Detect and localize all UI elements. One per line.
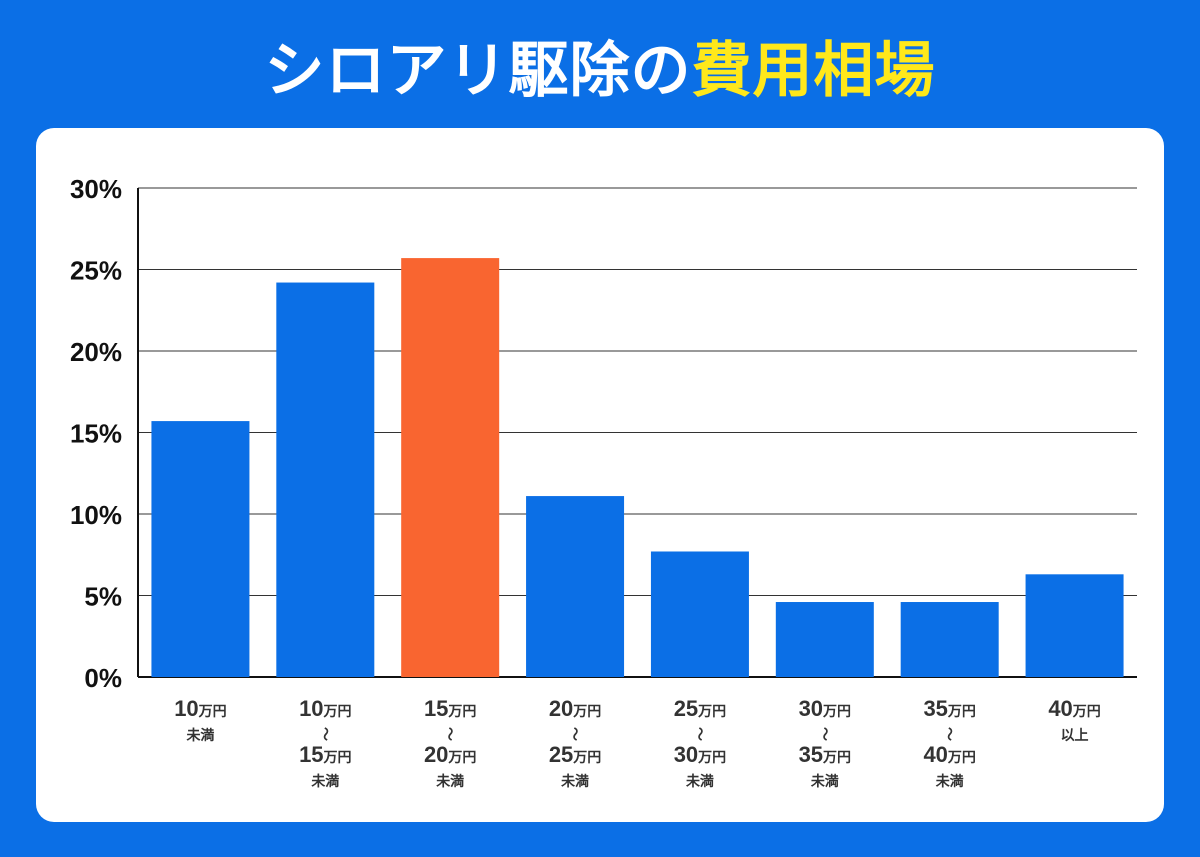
- x-tick-label: 15万円: [299, 742, 351, 767]
- bar: [650, 551, 749, 677]
- x-tick-label: 〜: [817, 727, 833, 741]
- x-tick-label: 〜: [692, 727, 708, 741]
- x-tick-label: 40万円: [923, 742, 975, 767]
- x-tick-label: 25万円: [549, 742, 601, 767]
- x-tick-label: 〜: [317, 727, 333, 741]
- x-tick-label: 10万円: [174, 696, 226, 721]
- bar: [526, 496, 625, 677]
- bar: [900, 602, 999, 677]
- x-tick-label: 未満: [936, 773, 964, 789]
- y-tick-label: 0%: [84, 663, 122, 693]
- x-tick-label: 〜: [442, 727, 458, 741]
- x-tick-label: 30万円: [799, 696, 851, 721]
- x-tick-label: 〜: [942, 727, 958, 741]
- x-tick-label: 20万円: [424, 742, 476, 767]
- title-main: シロアリ駆除の: [264, 36, 692, 106]
- x-tick-label: 未満: [811, 773, 839, 789]
- y-tick-label: 25%: [70, 256, 122, 286]
- y-tick-label: 10%: [70, 500, 122, 530]
- x-tick-label: 10万円: [299, 696, 351, 721]
- x-tick-label: 30万円: [674, 742, 726, 767]
- x-tick-label: 未満: [561, 773, 589, 789]
- x-tick-label: 40万円: [1048, 696, 1100, 721]
- x-tick-label: 〜: [567, 727, 583, 741]
- bar: [775, 602, 874, 677]
- x-tick-label: 未満: [686, 773, 714, 789]
- page-title: シロアリ駆除の費用相場: [0, 22, 1200, 109]
- y-tick-label: 5%: [84, 582, 122, 612]
- bar: [1025, 574, 1124, 677]
- y-tick-label: 30%: [70, 174, 122, 204]
- bar: [401, 258, 500, 677]
- x-tick-label: 未満: [186, 727, 214, 743]
- x-tick-label: 以上: [1061, 727, 1089, 743]
- x-tick-label: 35万円: [799, 742, 851, 767]
- bar: [276, 282, 375, 677]
- title-highlight: 費用相場: [691, 36, 936, 106]
- x-tick-label: 20万円: [549, 696, 601, 721]
- x-tick-label: 未満: [436, 773, 464, 789]
- x-tick-label: 未満: [311, 773, 339, 789]
- x-tick-label: 15万円: [424, 696, 476, 721]
- y-tick-label: 15%: [70, 419, 122, 449]
- y-tick-label: 20%: [70, 337, 122, 367]
- x-tick-label: 35万円: [923, 696, 975, 721]
- x-tick-label: 25万円: [674, 696, 726, 721]
- bar: [151, 421, 250, 677]
